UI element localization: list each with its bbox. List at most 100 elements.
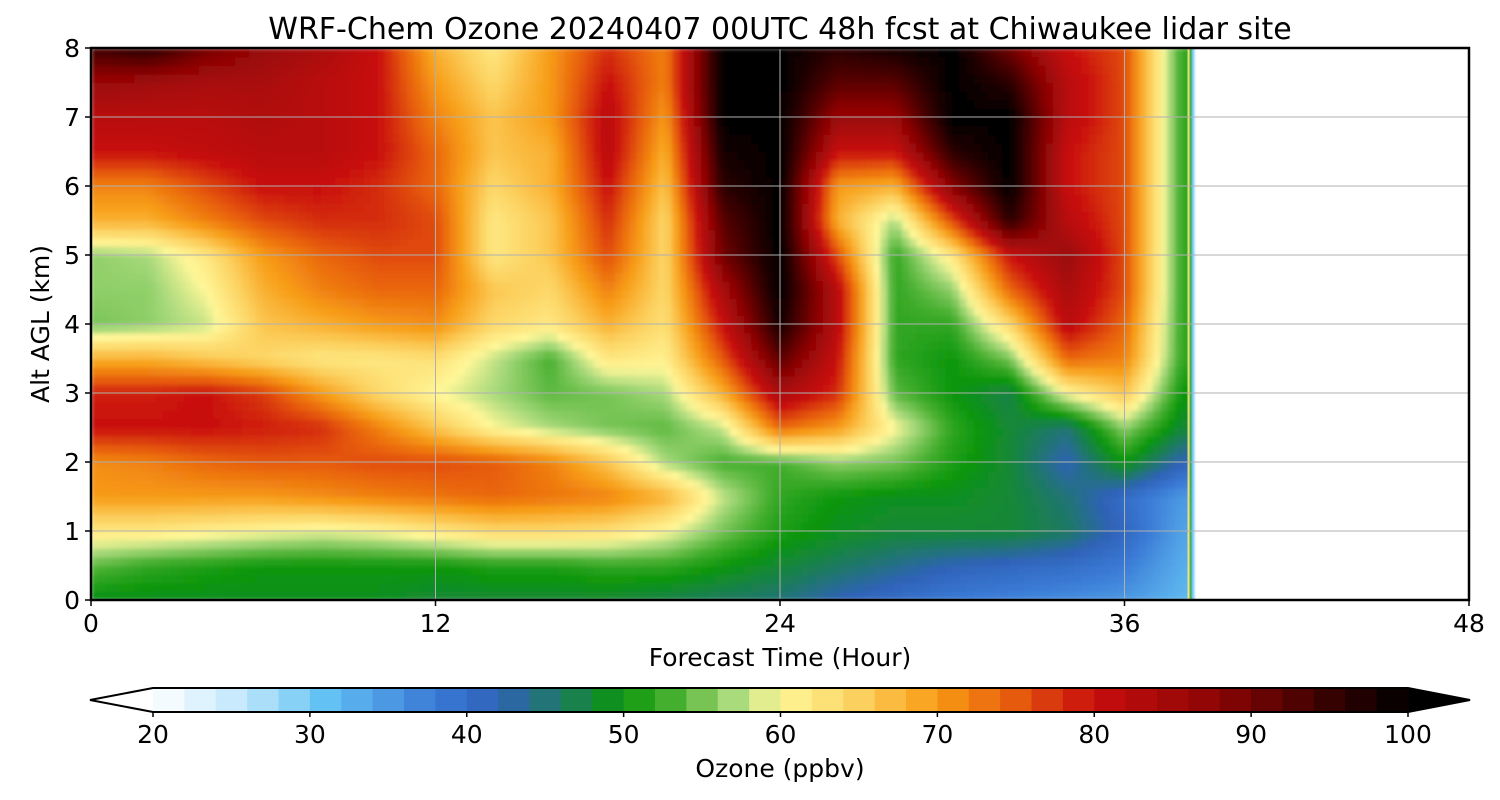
heatmap-cell	[593, 565, 602, 575]
heatmap-cell	[449, 220, 458, 230]
heatmap-cell	[169, 177, 178, 187]
heatmap-cell	[327, 565, 336, 575]
heatmap-cell	[593, 453, 602, 463]
heatmap-cell	[126, 496, 135, 506]
heatmap-cell	[413, 237, 422, 247]
heatmap-cell	[492, 65, 501, 75]
heatmap-cell	[335, 384, 343, 394]
heatmap-cell	[550, 531, 559, 541]
heatmap-cell	[593, 582, 602, 592]
heatmap-cell	[378, 220, 386, 230]
heatmap-cell	[306, 496, 315, 506]
heatmap-cell	[349, 367, 358, 377]
heatmap-cell	[586, 142, 594, 153]
heatmap-cell	[600, 341, 609, 351]
heatmap-cell	[349, 56, 358, 66]
heatmap-cell	[169, 548, 178, 558]
heatmap-cell	[392, 289, 401, 299]
heatmap-cell	[112, 142, 121, 153]
heatmap-cell	[98, 513, 106, 523]
heatmap-cell	[134, 73, 142, 84]
heatmap-cell	[184, 453, 193, 463]
heatmap-cell	[564, 298, 573, 308]
heatmap-cell	[105, 324, 114, 334]
heatmap-cell	[241, 186, 250, 196]
heatmap-cell	[105, 522, 114, 532]
heatmap-cell	[385, 194, 394, 204]
heatmap-cell	[543, 401, 551, 411]
heatmap-cell	[385, 556, 394, 567]
heatmap-cell	[98, 462, 106, 472]
heatmap-cell	[248, 73, 257, 84]
heatmap-cell	[370, 186, 379, 196]
heatmap-cell	[428, 134, 437, 144]
heatmap-cell	[356, 48, 365, 58]
heatmap-cell	[435, 99, 444, 109]
heatmap-cell	[148, 418, 157, 429]
heatmap-cell	[284, 324, 293, 334]
heatmap-cell	[220, 160, 228, 170]
heatmap-cell	[399, 393, 408, 403]
heatmap-cell	[385, 56, 394, 66]
heatmap-cell	[306, 280, 315, 291]
heatmap-cell	[421, 125, 429, 135]
heatmap-cell	[363, 565, 372, 575]
heatmap-cell	[306, 125, 315, 135]
heatmap-cell	[356, 401, 365, 411]
heatmap-cell	[614, 591, 623, 600]
heatmap-cell	[413, 73, 422, 84]
heatmap-cell	[435, 401, 444, 411]
heatmap-cell	[428, 384, 437, 394]
heatmap-cell	[213, 393, 221, 403]
heatmap-cell	[184, 332, 193, 342]
heatmap-cell	[399, 556, 408, 567]
heatmap-cell	[313, 539, 322, 549]
heatmap-cell	[335, 556, 343, 567]
heatmap-cell	[535, 73, 544, 84]
heatmap-cell	[227, 91, 236, 101]
heatmap-cell	[162, 548, 171, 558]
heatmap-cell	[335, 56, 343, 66]
heatmap-cell	[105, 237, 114, 247]
heatmap-cell	[141, 487, 150, 498]
heatmap-cell	[500, 117, 508, 127]
heatmap-cell	[607, 505, 616, 515]
heatmap-cell	[392, 418, 401, 429]
heatmap-cell	[284, 194, 293, 204]
heatmap-cell	[378, 117, 386, 127]
heatmap-cell	[614, 436, 623, 446]
heatmap-cell	[442, 272, 451, 282]
heatmap-cell	[413, 48, 422, 58]
heatmap-cell	[457, 168, 465, 178]
heatmap-cell	[629, 280, 638, 291]
heatmap-cell	[227, 263, 236, 273]
heatmap-cell	[457, 125, 465, 135]
heatmap-cell	[535, 375, 544, 385]
heatmap-cell	[349, 479, 358, 489]
heatmap-cell	[349, 203, 358, 213]
heatmap-cell	[435, 591, 444, 600]
heatmap-cell	[500, 496, 508, 506]
heatmap-cell	[112, 82, 121, 92]
heatmap-cell	[636, 462, 645, 472]
heatmap-cell	[442, 324, 451, 334]
heatmap-cell	[550, 401, 559, 411]
heatmap-cell	[198, 462, 207, 472]
heatmap-cell	[413, 462, 422, 472]
heatmap-cell	[248, 462, 257, 472]
heatmap-cell	[306, 522, 315, 532]
heatmap-cell	[442, 280, 451, 291]
heatmap-cell	[141, 531, 150, 541]
heatmap-cell	[471, 186, 480, 196]
heatmap-cell	[550, 142, 559, 153]
heatmap-cell	[313, 65, 322, 75]
heatmap-cell	[521, 496, 530, 506]
heatmap-cell	[521, 444, 530, 454]
heatmap-cell	[112, 531, 121, 541]
heatmap-cell	[421, 306, 429, 316]
heatmap-cell	[600, 151, 609, 161]
heatmap-cell	[636, 539, 645, 549]
heatmap-cell	[406, 280, 415, 291]
heatmap-cell	[148, 82, 157, 92]
heatmap-cell	[205, 367, 214, 377]
